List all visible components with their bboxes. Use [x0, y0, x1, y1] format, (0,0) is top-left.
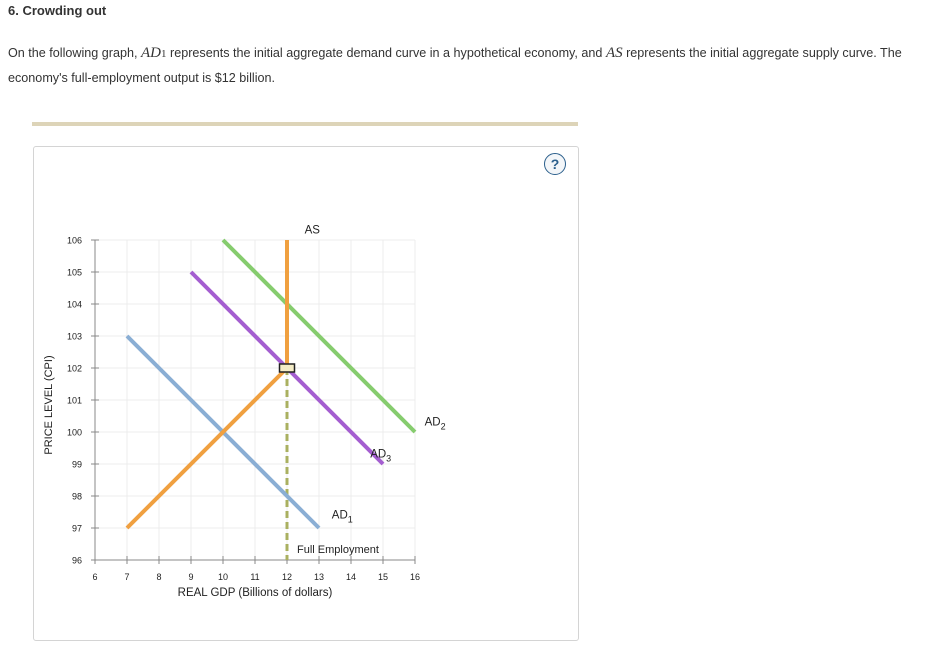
x-tick-label: 7 — [124, 572, 129, 582]
y-axis-label: PRICE LEVEL (CPI) — [43, 355, 55, 454]
ad-symbol: AD1 — [141, 45, 167, 61]
y-tick-label: 102 — [67, 364, 82, 374]
label-layer: REAL GDP (Billions of dollars) PRICE LEVE… — [43, 225, 446, 599]
x-tick-label: 6 — [92, 572, 97, 582]
series-as-label: AS — [305, 225, 321, 237]
x-tick-label: 14 — [346, 572, 356, 582]
series-ad2-label: AD2 — [425, 417, 446, 432]
graph-panel — [33, 146, 579, 641]
y-tick-label: 99 — [72, 460, 82, 470]
separator-rule — [32, 122, 578, 126]
x-tick-label: 10 — [218, 572, 228, 582]
question-intro: On the following graph, AD1 represents t… — [8, 41, 923, 90]
equilibrium-marker — [278, 363, 296, 373]
x-tick-label: 11 — [250, 572, 259, 582]
axes-layer: 96 97 98 99 100 101 102 103 104 105 106 6 7 8 9 10 11 12 1… — [67, 236, 420, 583]
ad-subscript: 1 — [161, 48, 167, 60]
intro-text-1: On the following graph, — [8, 46, 142, 60]
full-employment-label: Full Employment — [297, 544, 379, 556]
x-tick-label: 8 — [156, 572, 161, 582]
x-tick-label: 12 — [282, 572, 292, 582]
x-axis-label: REAL GDP (Billions of dollars) — [178, 587, 333, 599]
y-tick-label: 100 — [67, 428, 82, 438]
question-title: 6. Crowding out — [8, 3, 107, 18]
intro-text-2: represents the initial aggregate demand … — [166, 46, 606, 60]
y-tick-label: 106 — [67, 236, 82, 246]
series-ad3-label: AD3 — [370, 449, 391, 464]
y-tick-label: 97 — [72, 524, 82, 534]
x-tick-label: 9 — [188, 572, 193, 582]
y-tick-label: 104 — [67, 300, 82, 310]
series-layer — [125, 238, 417, 560]
as-symbol: AS — [605, 45, 623, 61]
y-tick-label: 103 — [67, 332, 82, 342]
y-tick-label: 96 — [72, 556, 82, 566]
y-tick-label: 101 — [67, 396, 82, 406]
intro-text-3: represents the initial aggregate supply … — [8, 46, 902, 85]
help-icon[interactable]: ? — [544, 153, 566, 175]
series-ad1-label: AD1 — [332, 509, 353, 524]
y-tick-label: 98 — [72, 492, 82, 502]
x-tick-label: 16 — [410, 572, 420, 582]
x-tick-label: 13 — [314, 572, 324, 582]
series-ad2-line — [221, 238, 417, 434]
y-tick-label: 105 — [67, 268, 82, 278]
series-as-line — [125, 240, 289, 530]
x-tick-label: 15 — [378, 572, 388, 582]
